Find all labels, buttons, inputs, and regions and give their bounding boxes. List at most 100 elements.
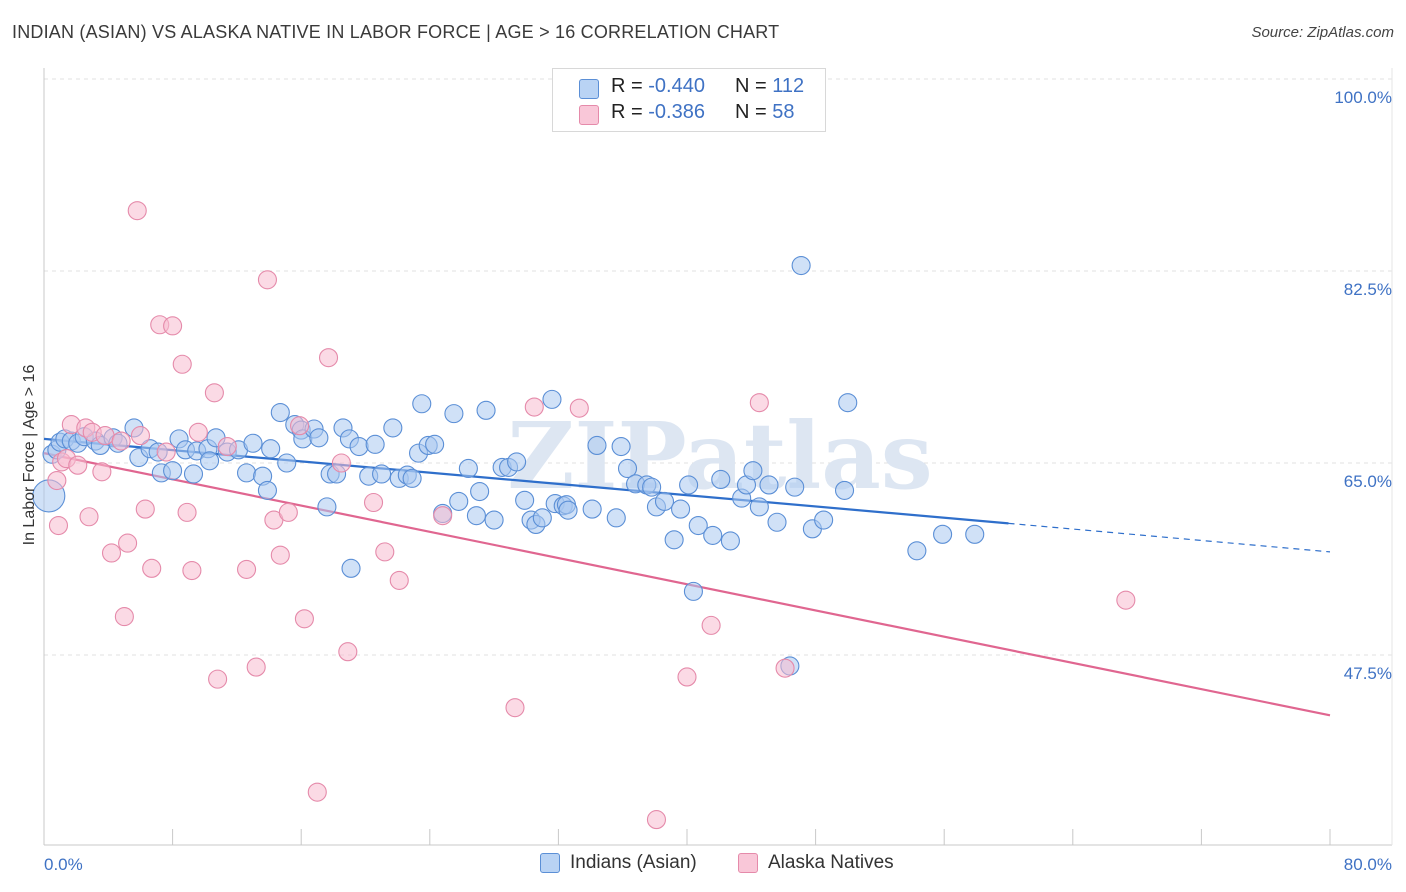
point-alaska [204, 383, 224, 403]
point-indians [532, 508, 552, 528]
point-alaska [79, 507, 99, 527]
y-tick-labels: 47.5% 65.0% 82.5% 100.0% [1334, 88, 1392, 683]
point-alaska [47, 471, 67, 491]
source-note: Source: ZipAtlas.com [1251, 24, 1394, 41]
point-alaska [177, 502, 197, 522]
point-indians [587, 435, 607, 455]
trend-line-alaska [43, 452, 1331, 717]
point-alaska [114, 607, 134, 627]
point-indians [814, 510, 834, 530]
legend-label-alaska: Alaska Natives [768, 852, 894, 873]
point-indians [785, 477, 805, 497]
point-alaska [48, 515, 69, 536]
point-alaska [433, 506, 453, 526]
y-tick-label: 82.5% [1344, 280, 1392, 299]
point-indians [466, 506, 486, 526]
y-axis-label: In Labor Force | Age > 16 [21, 365, 38, 546]
point-indians [720, 531, 740, 551]
point-indians [236, 463, 257, 483]
point-alaska [236, 559, 257, 579]
point-alaska [270, 545, 290, 565]
point-alaska [172, 354, 192, 374]
legend-n-indians: N = 112 [735, 75, 805, 97]
y-tick-label: 65.0% [1344, 472, 1392, 491]
point-indians [965, 524, 985, 544]
point-indians [402, 468, 422, 488]
point-alaska [111, 431, 131, 451]
point-alaska [130, 426, 150, 446]
point-indians [671, 499, 691, 519]
point-indians [484, 510, 504, 530]
point-indians [383, 418, 403, 438]
point-alaska [127, 201, 147, 221]
point-indians [611, 436, 631, 457]
point-indians [507, 452, 527, 472]
point-indians [365, 434, 385, 454]
point-alaska [290, 416, 310, 436]
legend-label-indians: Indians (Asian) [570, 852, 697, 873]
legend-r-alaska: R = -0.386 [611, 101, 705, 123]
point-indians [683, 581, 703, 601]
y-tick-label: 100.0% [1334, 88, 1392, 107]
point-alaska [188, 422, 208, 442]
point-indians [838, 393, 858, 413]
point-indians [257, 480, 277, 500]
point-alaska [182, 560, 202, 581]
point-alaska [389, 570, 409, 590]
legend-swatch-alaska [738, 853, 758, 873]
stats-legend: R = -0.440 N = 112 R = -0.386 N = 58 [552, 68, 826, 132]
point-alaska [775, 658, 795, 678]
point-alaska [701, 615, 721, 635]
point-alaska [135, 499, 155, 519]
point-indians [703, 525, 723, 545]
point-alaska [338, 642, 358, 662]
point-indians [163, 461, 183, 481]
point-indians [711, 469, 731, 490]
point-indians [606, 508, 626, 528]
point-indians [261, 439, 281, 459]
point-alaska [208, 669, 228, 689]
data-points [32, 201, 1136, 830]
point-alaska [95, 426, 115, 446]
point-indians [270, 402, 290, 423]
point-indians [834, 480, 855, 500]
point-indians [425, 434, 445, 454]
point-alaska [278, 502, 298, 522]
y-tick-label: 47.5% [1344, 664, 1392, 683]
point-indians [558, 500, 578, 520]
point-indians [933, 524, 953, 544]
point-alaska [677, 667, 697, 687]
point-indians [470, 481, 490, 502]
point-indians [277, 453, 297, 473]
point-indians [515, 490, 535, 510]
point-indians [582, 499, 602, 519]
point-alaska [331, 453, 351, 473]
point-alaska [375, 542, 395, 562]
point-alaska [294, 609, 314, 629]
point-indians [449, 491, 469, 511]
point-alaska [142, 558, 162, 578]
x-tick-min: 0.0% [44, 855, 83, 874]
point-alaska [68, 455, 88, 475]
point-indians [317, 497, 337, 517]
point-indians [749, 497, 769, 517]
point-indians [183, 464, 204, 484]
point-alaska [307, 782, 327, 802]
point-indians [412, 394, 432, 414]
point-indians [743, 461, 763, 481]
point-indians [688, 515, 708, 536]
point-indians [617, 458, 638, 479]
point-indians [444, 404, 464, 424]
point-alaska [156, 442, 176, 462]
point-alaska [1116, 590, 1136, 610]
point-indians [767, 512, 787, 532]
point-indians [542, 389, 562, 409]
point-alaska [257, 270, 277, 290]
point-alaska [749, 393, 769, 413]
chart-title: INDIAN (ASIAN) VS ALASKA NATIVE IN LABOR… [12, 22, 780, 42]
point-alaska [505, 698, 525, 718]
point-indians [309, 428, 329, 448]
point-indians [476, 400, 496, 420]
point-alaska [163, 316, 183, 336]
legend-swatch-pink [579, 105, 599, 125]
